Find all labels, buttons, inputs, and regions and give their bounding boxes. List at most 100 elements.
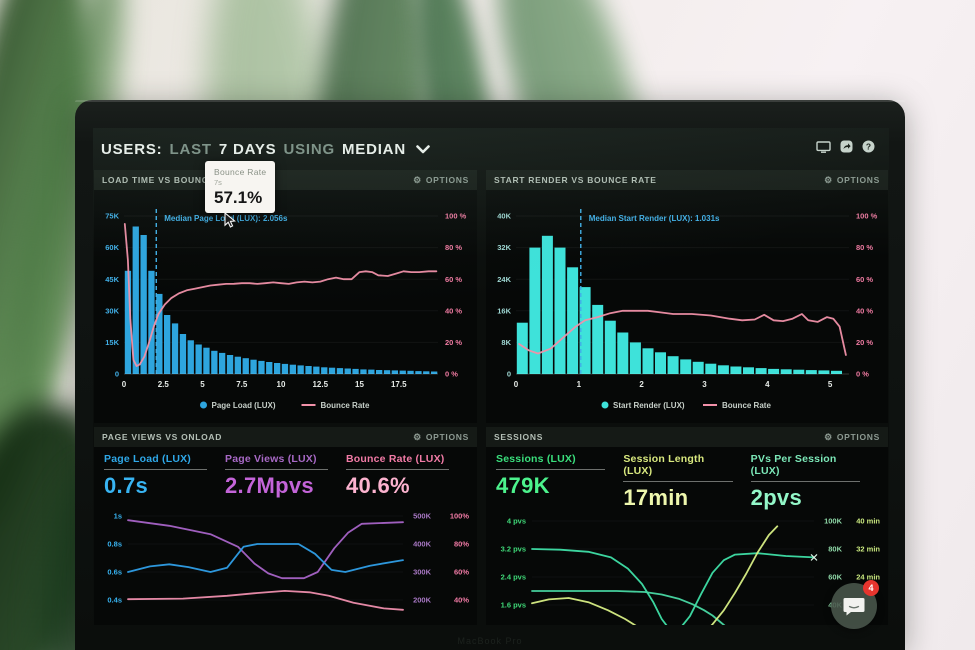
share-icon[interactable] — [840, 140, 853, 158]
svg-text:Bounce Rate: Bounce Rate — [722, 401, 771, 410]
svg-text:1: 1 — [577, 380, 582, 389]
svg-text:300K: 300K — [413, 568, 432, 577]
panel-title: START RENDER VS BOUNCE RATE — [494, 175, 657, 185]
svg-text:4: 4 — [765, 380, 770, 389]
chat-badge: 4 — [863, 580, 879, 596]
svg-text:0.8s: 0.8s — [107, 540, 122, 549]
panel-title: PAGE VIEWS VS ONLOAD — [102, 432, 223, 442]
options-button[interactable]: ⚙ OPTIONS — [824, 431, 880, 442]
metric-bounce-rate: Bounce Rate (LUX) 40.6% — [346, 453, 467, 502]
svg-text:?: ? — [866, 141, 871, 151]
monitor-icon[interactable] — [816, 140, 831, 158]
metric-page-views: Page Views (LUX) 2.7Mpvs — [225, 453, 346, 502]
panel-title: SESSIONS — [494, 432, 544, 442]
options-button[interactable]: ⚙ OPTIONS — [413, 174, 469, 185]
svg-text:30K: 30K — [105, 306, 119, 315]
svg-text:4 pvs: 4 pvs — [507, 517, 526, 526]
title-users: USERS: — [101, 140, 163, 158]
svg-text:2: 2 — [639, 380, 644, 389]
panel-grid: LOAD TIME VS BOUNCE RATE ⚙ OPTIONS 75K 60K… — [93, 161, 889, 625]
svg-text:0.4s: 0.4s — [107, 596, 122, 605]
svg-text:45K: 45K — [105, 275, 119, 284]
svg-text:40 min: 40 min — [856, 517, 880, 526]
metrics-row: Page Load (LUX) 0.7s Page Views (LUX) 2.… — [94, 447, 477, 502]
panel-header: LOAD TIME VS BOUNCE RATE ⚙ OPTIONS — [94, 170, 477, 190]
svg-text:10: 10 — [277, 380, 286, 389]
metric-underline — [104, 469, 207, 470]
svg-text:0 %: 0 % — [856, 370, 869, 379]
svg-text:400K: 400K — [413, 540, 432, 549]
load-time-histogram-chart: 75K 60K 45K 30K 15K 0 100 % 80 % 60 % 40 % 20 % 0 %… — [94, 190, 477, 423]
legend: Page Load (LUX) Bounce Rate — [200, 401, 370, 410]
svg-text:5: 5 — [200, 380, 205, 389]
svg-text:3: 3 — [702, 380, 707, 389]
svg-text:0: 0 — [115, 370, 119, 379]
svg-text:40 %: 40 % — [856, 306, 873, 315]
svg-text:0: 0 — [514, 380, 519, 389]
svg-text:5: 5 — [828, 380, 833, 389]
svg-text:100 %: 100 % — [445, 212, 467, 221]
svg-text:20 %: 20 % — [445, 338, 462, 347]
panel-header: SESSIONS ⚙ OPTIONS — [486, 427, 888, 447]
options-button[interactable]: ⚙ OPTIONS — [824, 174, 880, 185]
svg-text:0: 0 — [122, 380, 127, 389]
help-icon[interactable]: ? — [862, 140, 875, 158]
svg-text:0: 0 — [507, 370, 511, 379]
panel-page-views-vs-onload: PAGE VIEWS VS ONLOAD ⚙ OPTIONS Page Load … — [94, 427, 477, 625]
title-last: LAST — [169, 140, 212, 158]
laptop-brand-text: MacBook Pro — [457, 636, 523, 646]
metric-underline — [496, 469, 606, 470]
svg-text:80 %: 80 % — [445, 243, 462, 252]
svg-text:15K: 15K — [105, 338, 119, 347]
dashboard-header: USERS: LAST 7 DAYS USING MEDIAN — [93, 128, 889, 170]
metric-sessions: Sessions (LUX) 479K — [496, 453, 623, 507]
svg-text:80 %: 80 % — [856, 243, 873, 252]
svg-text:80K: 80K — [828, 545, 842, 554]
gear-icon: ⚙ — [413, 174, 422, 185]
svg-text:Page Load (LUX): Page Load (LUX) — [212, 401, 276, 410]
svg-text:200K: 200K — [413, 596, 432, 605]
panel-header: START RENDER VS BOUNCE RATE ⚙ OPTIONS — [486, 170, 888, 190]
gear-icon: ⚙ — [824, 174, 833, 185]
svg-text:100K: 100K — [824, 517, 843, 526]
svg-text:15: 15 — [355, 380, 364, 389]
header-toolbar: ? — [816, 140, 875, 158]
svg-text:1.6 pvs: 1.6 pvs — [501, 601, 526, 610]
start-render-histogram-chart: 40K 32K 24K 16K 8K 0 100 % 80 % 60 % 40 % 20 % 0 % M… — [486, 190, 888, 423]
svg-text:60 %: 60 % — [856, 275, 873, 284]
chat-widget-button[interactable]: 4 — [831, 580, 879, 629]
svg-text:500K: 500K — [413, 512, 432, 521]
legend: Start Render (LUX) Bounce Rate — [601, 401, 771, 410]
chat-bubble-icon — [843, 597, 865, 615]
title-range: 7 DAYS — [218, 140, 277, 158]
bounce-rate-tooltip: Bounce Rate 7s 57.1% — [205, 161, 276, 213]
svg-text:3.2 pvs: 3.2 pvs — [501, 545, 526, 554]
title-using: USING — [283, 140, 335, 158]
panel-load-time-vs-bounce-rate: LOAD TIME VS BOUNCE RATE ⚙ OPTIONS 75K 60K… — [94, 161, 477, 423]
dashboard-screen: USERS: LAST 7 DAYS USING MEDIAN — [93, 128, 889, 628]
svg-text:17.5: 17.5 — [391, 380, 407, 389]
svg-text:100%: 100% — [450, 512, 470, 521]
svg-text:60%: 60% — [454, 568, 469, 577]
svg-text:Bounce Rate: Bounce Rate — [321, 401, 370, 410]
metric-session-length: Session Length (LUX) 17min — [623, 453, 750, 510]
svg-text:1s: 1s — [114, 512, 122, 521]
svg-text:24 min: 24 min — [856, 573, 880, 582]
panel-title: LOAD TIME VS BOUNCE RATE — [102, 175, 244, 185]
svg-text:20 %: 20 % — [856, 338, 873, 347]
metrics-row: Sessions (LUX) 479K Session Length (LUX)… — [486, 447, 888, 510]
metric-underline — [346, 469, 449, 470]
options-button[interactable]: ⚙ OPTIONS — [413, 431, 469, 442]
svg-text:24K: 24K — [497, 275, 511, 284]
svg-text:32 min: 32 min — [856, 545, 880, 554]
metric-underline — [225, 469, 328, 470]
report-scope-dropdown[interactable]: USERS: LAST 7 DAYS USING MEDIAN — [101, 141, 430, 158]
svg-text:60 %: 60 % — [445, 275, 462, 284]
mouse-cursor-icon — [224, 211, 237, 233]
laptop: USERS: LAST 7 DAYS USING MEDIAN — [75, 100, 905, 650]
svg-text:0 %: 0 % — [445, 370, 458, 379]
metric-underline — [623, 481, 733, 482]
svg-text:100 %: 100 % — [856, 212, 878, 221]
